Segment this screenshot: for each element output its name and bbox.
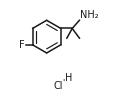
- Text: NH₂: NH₂: [80, 10, 99, 20]
- Text: H: H: [65, 73, 73, 83]
- Text: ': ': [62, 79, 64, 88]
- Text: Cl: Cl: [54, 81, 63, 91]
- Text: F: F: [19, 40, 24, 50]
